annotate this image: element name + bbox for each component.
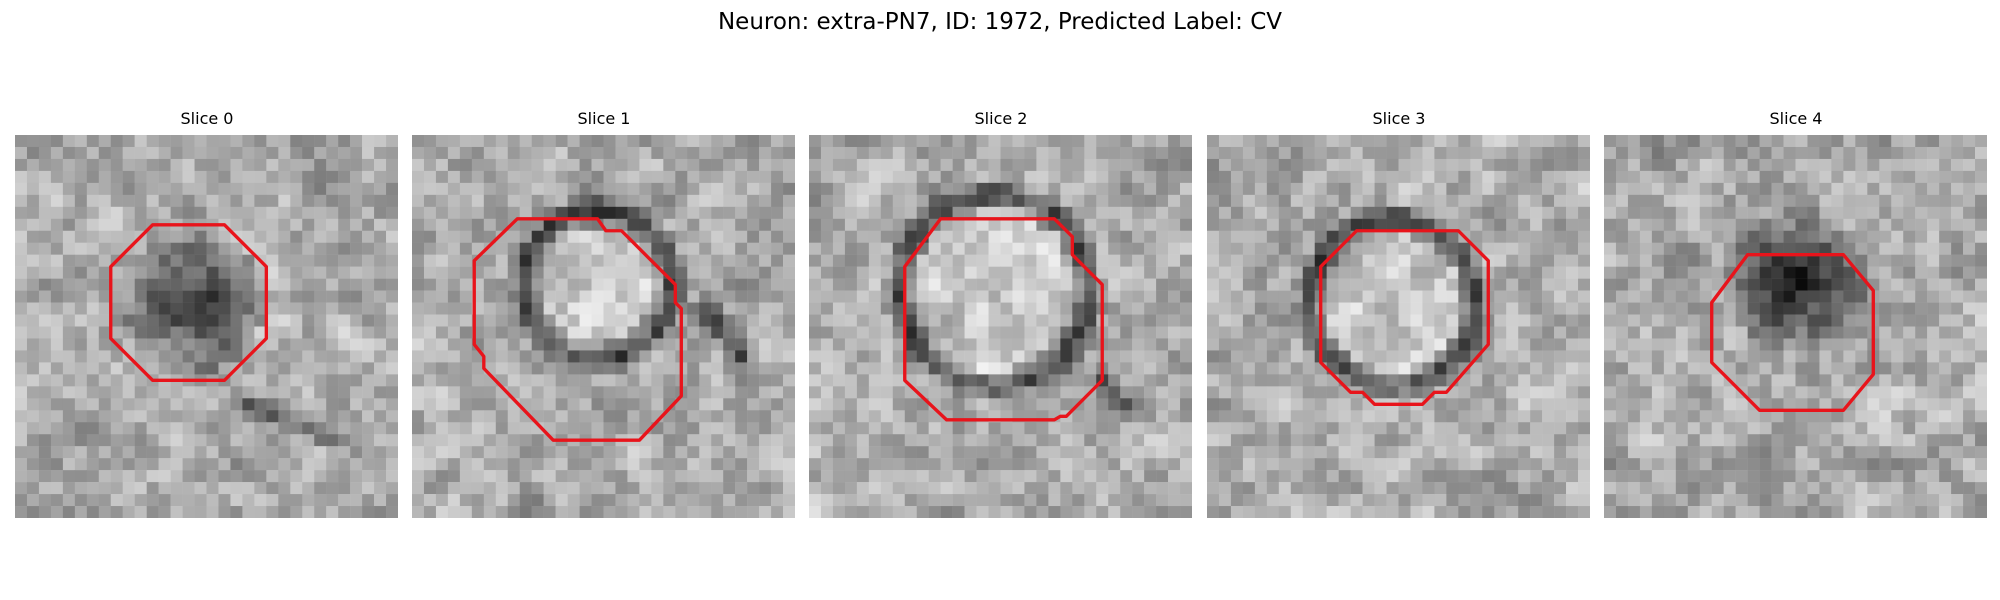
slice-title: Slice 1	[577, 109, 631, 128]
figure-title: Neuron: extra-PN7, ID: 1972, Predicted L…	[717, 9, 1283, 35]
segmentation-contour	[903, 217, 1104, 422]
segmentation-contour	[472, 217, 683, 442]
slice-title: Slice 0	[180, 109, 234, 128]
segmentation-contour	[1710, 253, 1875, 412]
slice-title: Slice 3	[1372, 109, 1426, 128]
segmentation-contour	[1319, 229, 1490, 406]
slice-image-2	[809, 135, 1192, 518]
slice-title: Slice 2	[974, 109, 1028, 128]
segmentation-contour	[109, 223, 269, 383]
slice-image-3	[1207, 135, 1590, 518]
slice-image-1	[412, 135, 795, 518]
slice-title: Slice 4	[1769, 109, 1823, 128]
slice-image-4	[1604, 135, 1987, 518]
slice-image-0	[15, 135, 398, 518]
